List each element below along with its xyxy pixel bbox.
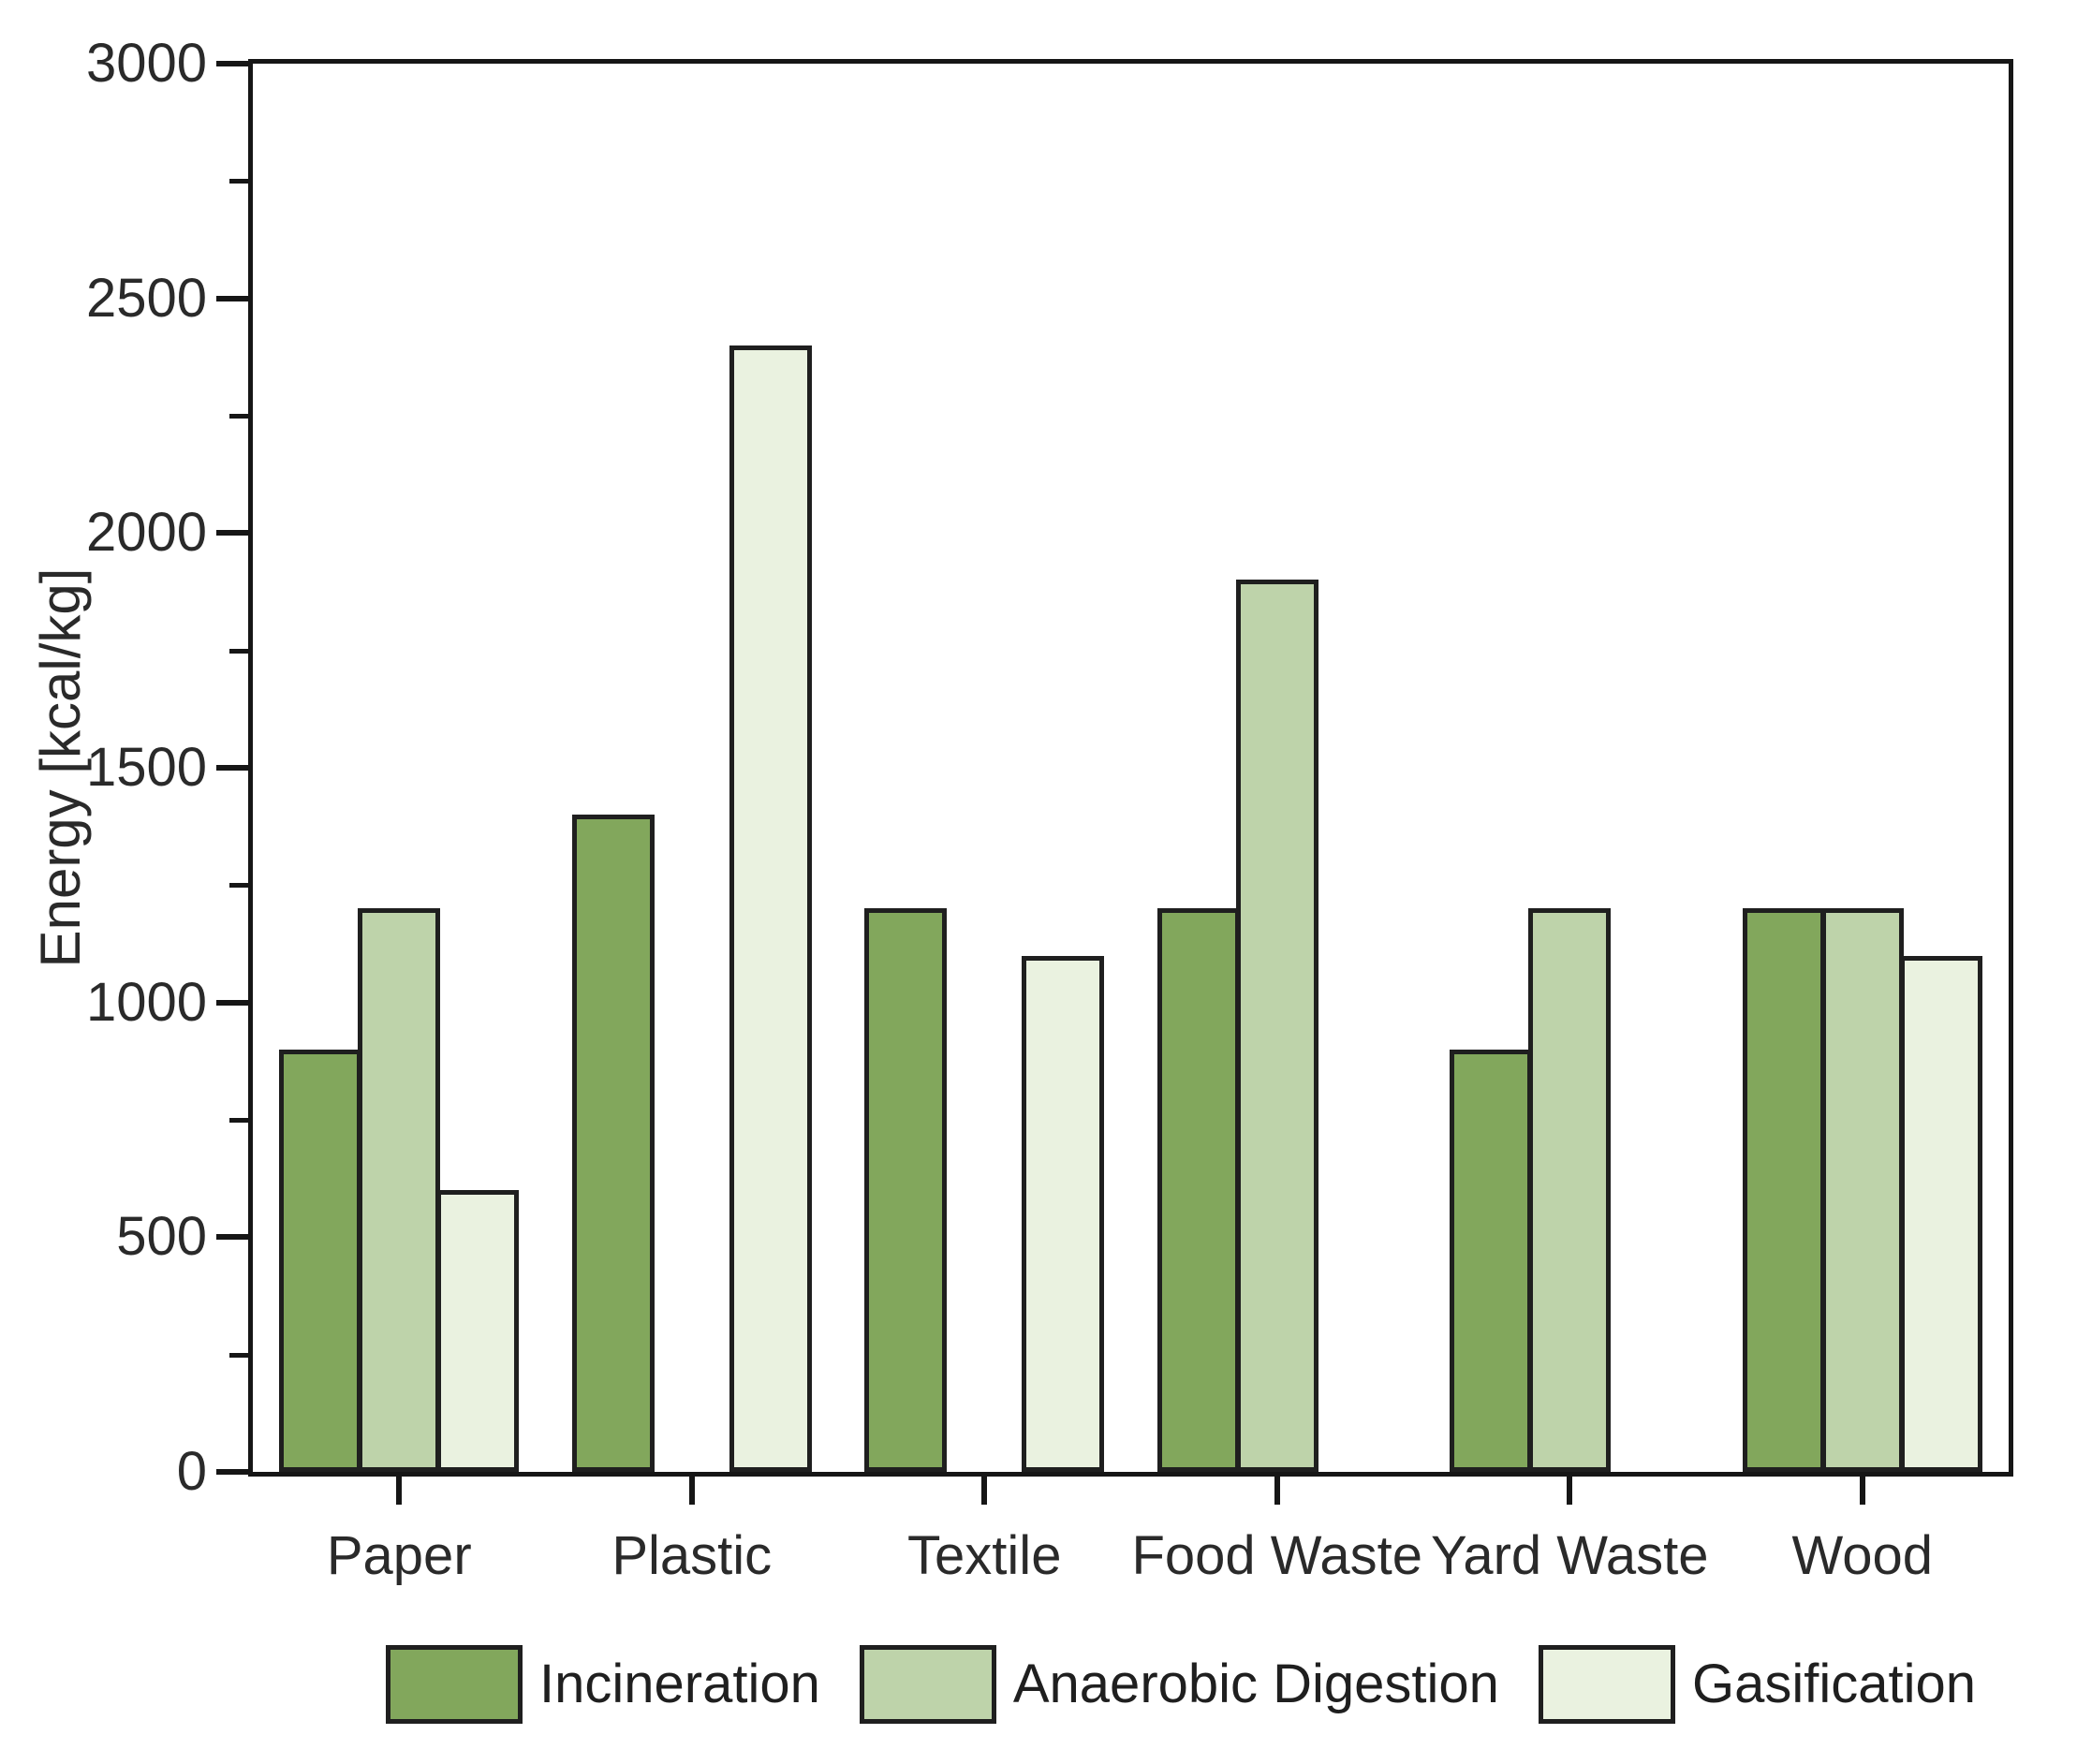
x-axis-category-label: Plastic <box>611 1525 773 1586</box>
x-axis-tick <box>1567 1477 1573 1505</box>
bar-textile-incineration <box>864 908 947 1472</box>
y-axis-tick-label: 1500 <box>85 737 207 798</box>
y-axis-tick-label: 0 <box>176 1441 207 1502</box>
plot-frame <box>248 59 2013 1477</box>
x-axis-category-label: Paper <box>326 1525 472 1586</box>
y-axis-minor-tick <box>229 648 248 654</box>
bar-yard-waste-anaerobic-digestion <box>1528 908 1611 1472</box>
y-axis-tick-label: 2500 <box>85 267 207 329</box>
y-axis-minor-tick <box>229 414 248 419</box>
y-axis-major-tick <box>216 295 248 301</box>
y-axis-major-tick <box>216 1469 248 1475</box>
x-axis-category-label: Textile <box>907 1525 1062 1586</box>
bar-food-waste-anaerobic-digestion <box>1236 580 1318 1472</box>
x-axis-category-label: Food Waste <box>1131 1525 1423 1586</box>
bar-textile-gasification <box>1022 956 1104 1472</box>
legend-item-anaerobic-digestion: Anaerobic Digestion <box>859 1645 1499 1724</box>
y-axis-major-tick <box>216 999 248 1006</box>
y-axis-major-tick <box>216 1234 248 1241</box>
bar-wood-incineration <box>1743 908 1825 1472</box>
x-axis-tick <box>396 1477 403 1505</box>
incineration-swatch-icon <box>386 1645 523 1724</box>
x-axis-tick <box>1859 1477 1865 1505</box>
x-axis-category-label: Yard Waste <box>1430 1525 1709 1586</box>
y-axis-tick-label: 2000 <box>85 502 207 564</box>
legend-item-incineration: Incineration <box>386 1645 820 1724</box>
x-axis-tick <box>1274 1477 1280 1505</box>
y-axis-major-tick <box>216 61 248 66</box>
y-axis-tick-label: 1000 <box>85 971 207 1033</box>
bar-paper-incineration <box>279 1050 361 1472</box>
bar-plastic-gasification <box>729 345 812 1472</box>
y-axis-minor-tick <box>229 1118 248 1123</box>
gasification-swatch-icon <box>1538 1645 1675 1724</box>
y-axis-major-tick <box>216 765 248 771</box>
legend-label-gasification: Gasification <box>1691 1654 1976 1714</box>
x-axis-tick <box>688 1477 695 1505</box>
legend-label-incineration: Incineration <box>539 1654 820 1714</box>
anaerobic-digestion-swatch-icon <box>859 1645 996 1724</box>
x-axis-category-label: Wood <box>1791 1525 1933 1586</box>
chart-legend: Incineration Anaerobic Digestion Gasificat… <box>386 1645 1976 1724</box>
y-axis-tick-label: 500 <box>116 1206 207 1268</box>
legend-label-anaerobic-digestion: Anaerobic Digestion <box>1012 1654 1499 1714</box>
bar-paper-gasification <box>436 1190 519 1472</box>
y-axis-tick-label: 3000 <box>85 33 207 94</box>
bar-plastic-incineration <box>572 815 655 1472</box>
y-axis-minor-tick <box>229 179 248 184</box>
bar-paper-anaerobic-digestion <box>358 908 440 1472</box>
bar-food-waste-incineration <box>1157 908 1240 1472</box>
y-axis-minor-tick <box>229 883 248 889</box>
bar-wood-anaerobic-digestion <box>1821 908 1904 1472</box>
x-axis-tick <box>981 1477 988 1505</box>
legend-item-gasification: Gasification <box>1538 1645 1976 1724</box>
bar-yard-waste-incineration <box>1450 1050 1532 1472</box>
y-axis-major-tick <box>216 530 248 537</box>
y-axis-minor-tick <box>229 1352 248 1358</box>
bar-wood-gasification <box>1900 956 1982 1472</box>
